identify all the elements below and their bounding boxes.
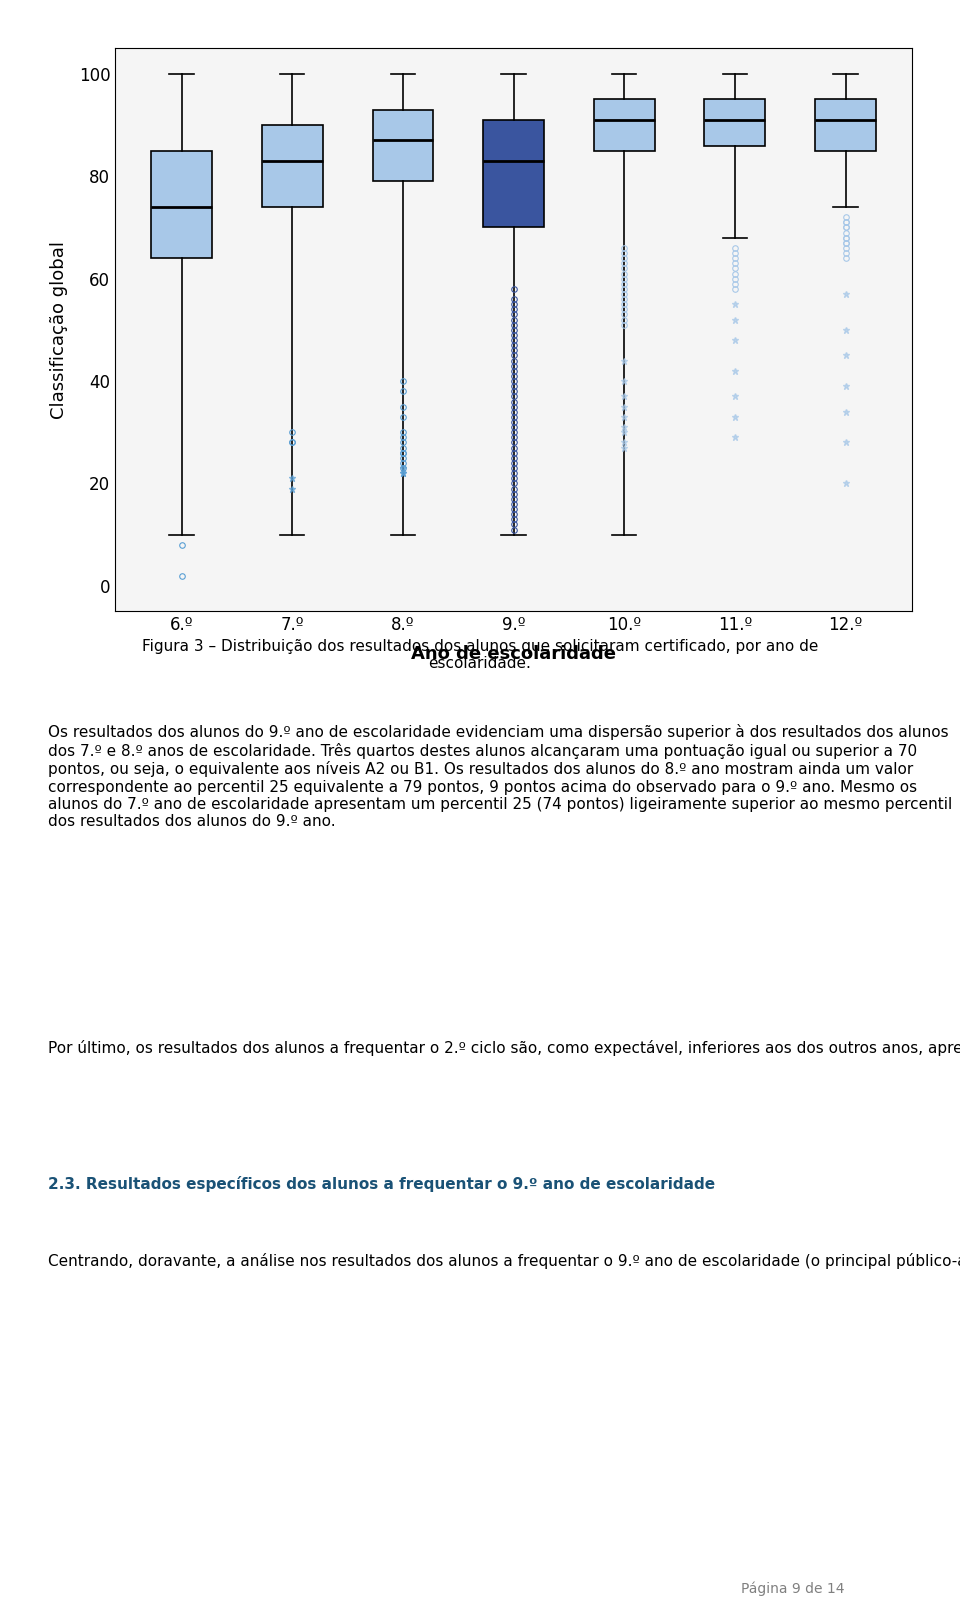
Text: 2.3. Resultados específicos dos alunos a frequentar o 9.º ano de escolaridade: 2.3. Resultados específicos dos alunos a…	[48, 1176, 715, 1192]
FancyBboxPatch shape	[815, 100, 876, 151]
Text: Página 9 de 14: Página 9 de 14	[741, 1582, 845, 1596]
Text: Figura 3 – Distribuição dos resultados dos alunos que solicitaram certificado, p: Figura 3 – Distribuição dos resultados d…	[142, 639, 818, 671]
X-axis label: Ano de escolaridade: Ano de escolaridade	[411, 645, 616, 663]
FancyBboxPatch shape	[372, 109, 433, 182]
FancyBboxPatch shape	[151, 151, 212, 257]
Text: Os resultados dos alunos do 9.º ano de escolaridade evidenciam uma dispersão sup: Os resultados dos alunos do 9.º ano de e…	[48, 724, 952, 830]
FancyBboxPatch shape	[705, 100, 765, 145]
FancyBboxPatch shape	[594, 100, 655, 151]
Text: Centrando, doravante, a análise nos resultados dos alunos a frequentar o 9.º ano: Centrando, doravante, a análise nos resu…	[48, 1253, 960, 1270]
FancyBboxPatch shape	[483, 121, 544, 227]
Text: Por último, os resultados dos alunos a frequentar o 2.º ciclo são, como expectáv: Por último, os resultados dos alunos a f…	[48, 1039, 960, 1056]
FancyBboxPatch shape	[262, 126, 323, 208]
Y-axis label: Classificação global: Classificação global	[50, 241, 67, 418]
